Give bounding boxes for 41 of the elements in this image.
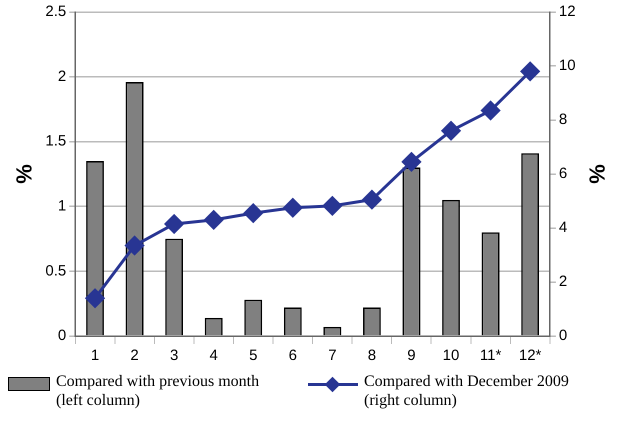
point	[481, 101, 500, 120]
y-tick-label: 0.5	[45, 262, 66, 280]
y-tick-label: 1	[58, 198, 66, 215]
x-tick-label: 4	[210, 347, 218, 364]
point	[164, 214, 184, 234]
x-tick-label: 12*	[518, 347, 542, 364]
point	[244, 204, 263, 223]
y2-axis-title: %	[584, 164, 610, 184]
x-tick-label: 5	[249, 347, 258, 364]
y2-tick-label: 4	[558, 219, 568, 236]
point	[442, 121, 461, 140]
point	[204, 210, 224, 230]
y2-tick-label: 2	[558, 273, 568, 290]
y-tick-label: 2.5	[45, 3, 66, 20]
x-tick-label: 3	[170, 347, 178, 364]
y2-tick-label: 8	[558, 111, 568, 128]
y2-tick-label: 6	[558, 165, 568, 182]
point	[520, 62, 540, 81]
point	[86, 288, 105, 308]
y-tick-label: 1.5	[45, 132, 66, 150]
y2-tick-label: 0	[558, 327, 568, 344]
y2-tick-label: 10	[558, 57, 576, 74]
point	[125, 236, 144, 256]
point	[322, 196, 342, 216]
x-tick-label: 9	[407, 347, 416, 364]
point	[283, 198, 302, 218]
legend-label: Compared with December 2009 (right column)	[364, 372, 570, 410]
x-tick-label: 10	[442, 347, 460, 364]
point	[402, 152, 421, 172]
x-tick-label: 11*	[480, 347, 502, 364]
x-tick-label: 2	[130, 347, 139, 364]
legend-label: Compared with previous month (left column)	[56, 372, 260, 410]
x-tick-label: 6	[288, 347, 297, 364]
y-tick-label: 2	[58, 68, 66, 85]
y-tick-label: 0	[58, 327, 66, 344]
point	[362, 190, 382, 210]
y-axis-title: %	[11, 164, 36, 184]
x-tick-label: 1	[90, 347, 100, 364]
x-tick-label: 7	[328, 347, 337, 364]
x-tick-label: 8	[368, 347, 376, 364]
y2-tick-label: 12	[558, 3, 576, 20]
